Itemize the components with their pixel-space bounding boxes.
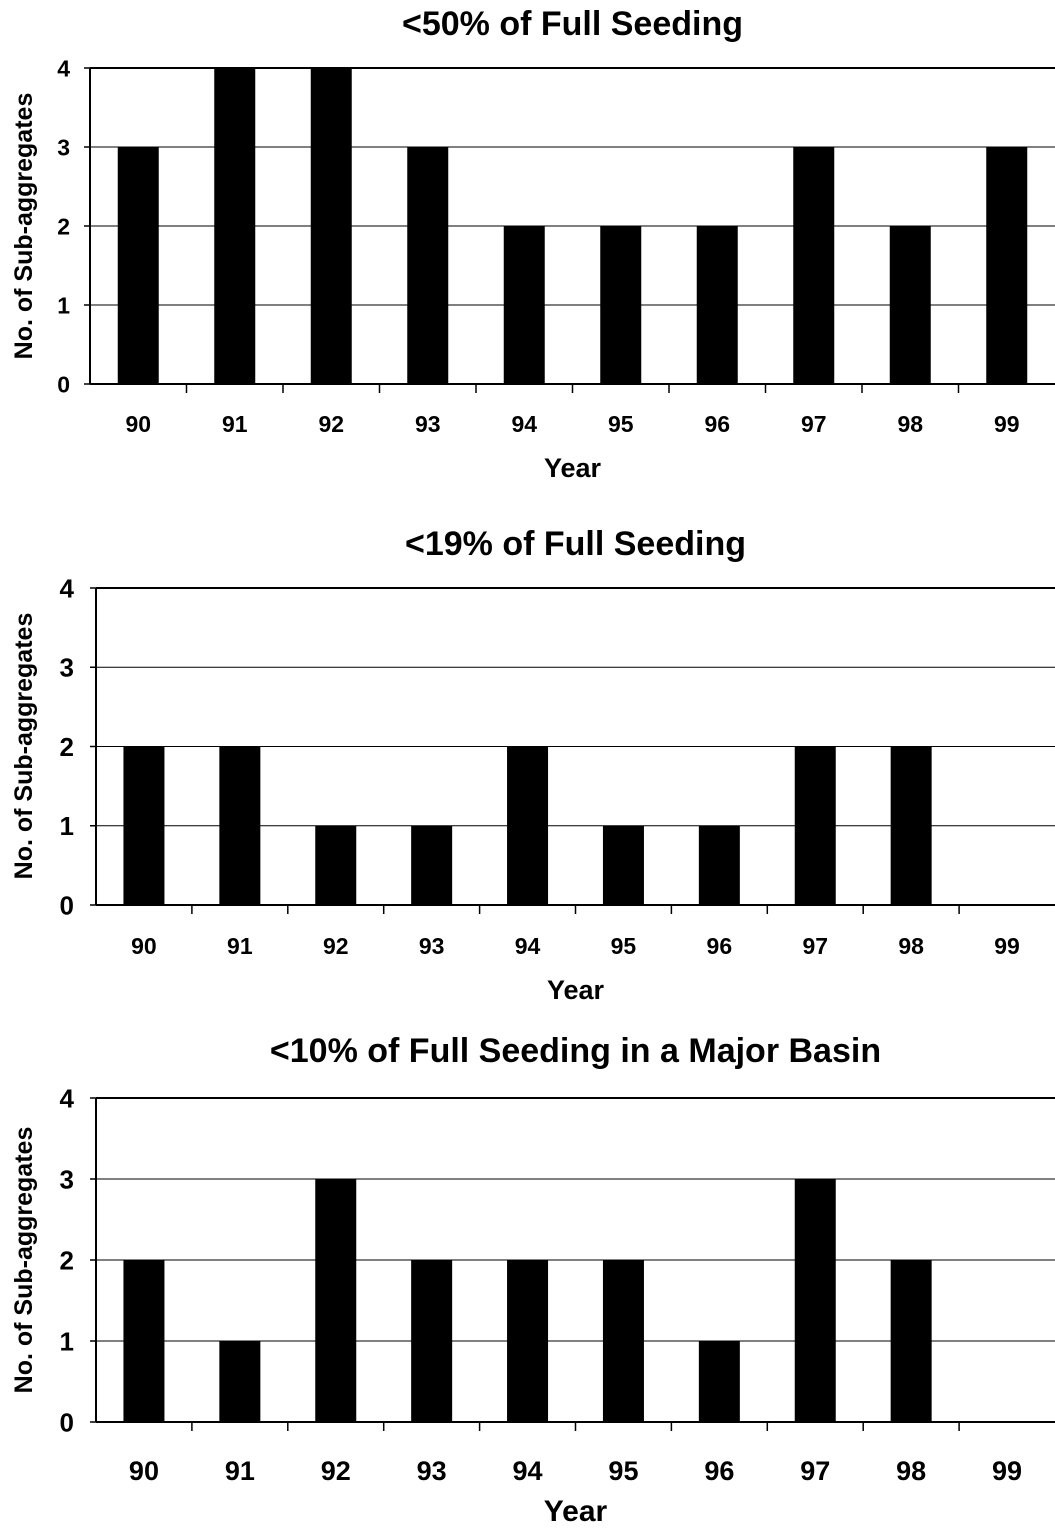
bar-95: [602, 1260, 644, 1422]
bar-95: [602, 825, 644, 905]
bar-92: [315, 825, 357, 905]
bar-96: [698, 1341, 740, 1422]
bar-98: [889, 226, 931, 384]
bar-99: [986, 147, 1028, 384]
bar-98: [890, 1260, 932, 1422]
x-tick-label: 99: [994, 411, 1020, 437]
bar-93: [411, 1260, 453, 1422]
bar-94: [507, 1260, 549, 1422]
chart-title: <19% of Full Seeding: [405, 525, 746, 563]
y-tick-label: 0: [60, 1407, 74, 1437]
bar-94: [503, 226, 545, 384]
x-tick-label: 94: [515, 933, 541, 959]
bar-91: [219, 1341, 261, 1422]
x-tick-label: 94: [513, 1456, 543, 1486]
x-tick-label: 92: [321, 1456, 351, 1486]
x-tick-label: 90: [131, 933, 157, 959]
y-tick-label: 2: [60, 732, 74, 762]
bar-97: [794, 746, 836, 905]
y-axis-title: No. of Sub-aggregates: [10, 93, 38, 360]
x-tick-label: 95: [608, 411, 634, 437]
bar-92: [315, 1179, 357, 1422]
bar-98: [890, 746, 932, 905]
x-tick-label: 93: [419, 933, 445, 959]
x-tick-label: 93: [415, 411, 441, 437]
y-axis-title: No. of Sub-aggregates: [10, 1127, 38, 1394]
x-tick-label: 97: [800, 1456, 830, 1486]
bar-94: [507, 746, 549, 905]
bar-92: [310, 68, 352, 384]
x-tick-label: 98: [897, 411, 923, 437]
x-tick-label: 99: [992, 1456, 1022, 1486]
y-tick-label: 0: [60, 890, 74, 920]
x-tick-label: 98: [896, 1456, 926, 1486]
x-tick-label: 99: [994, 933, 1020, 959]
bar-91: [214, 68, 256, 384]
chart-title: <10% of Full Seeding in a Major Basin: [270, 1032, 881, 1070]
x-tick-label: 93: [417, 1456, 447, 1486]
bar-96: [696, 226, 738, 384]
x-tick-label: 95: [611, 933, 637, 959]
y-tick-label: 2: [60, 1245, 74, 1275]
y-tick-label: 4: [60, 1083, 75, 1113]
bar-97: [794, 1179, 836, 1422]
y-tick-label: 3: [60, 653, 74, 683]
bar-93: [411, 825, 453, 905]
y-tick-label: 1: [60, 811, 74, 841]
x-tick-label: 96: [704, 411, 730, 437]
x-tick-label: 90: [125, 411, 151, 437]
x-tick-label: 94: [511, 411, 537, 437]
x-tick-label: 91: [225, 1456, 255, 1486]
x-axis-title: Year: [544, 1495, 608, 1528]
x-tick-label: 98: [898, 933, 924, 959]
x-tick-label: 96: [707, 933, 733, 959]
x-tick-label: 92: [323, 933, 349, 959]
x-tick-label: 91: [227, 933, 253, 959]
bar-97: [793, 147, 835, 384]
bar-95: [600, 226, 642, 384]
y-tick-label: 1: [60, 1326, 74, 1356]
x-tick-label: 90: [129, 1456, 159, 1486]
bar-91: [219, 746, 261, 905]
chart-title: <50% of Full Seeding: [402, 5, 743, 43]
x-axis-title: Year: [547, 975, 605, 1005]
y-tick-label: 2: [57, 213, 70, 239]
bar-93: [407, 147, 449, 384]
y-tick-label: 0: [57, 371, 70, 397]
bar-90: [123, 746, 165, 905]
x-tick-label: 97: [802, 933, 828, 959]
x-tick-label: 91: [222, 411, 248, 437]
y-tick-label: 4: [57, 55, 70, 81]
bar-96: [698, 825, 740, 905]
x-axis-title: Year: [544, 453, 602, 483]
x-tick-label: 92: [318, 411, 344, 437]
x-tick-label: 96: [704, 1456, 734, 1486]
bar-90: [117, 147, 159, 384]
y-tick-label: 3: [57, 134, 70, 160]
bar-90: [123, 1260, 165, 1422]
y-tick-label: 1: [57, 292, 70, 318]
x-tick-label: 95: [608, 1456, 638, 1486]
y-tick-label: 4: [60, 573, 75, 603]
y-axis-title: No. of Sub-aggregates: [10, 613, 38, 880]
x-tick-label: 97: [801, 411, 827, 437]
y-tick-label: 3: [60, 1164, 74, 1194]
